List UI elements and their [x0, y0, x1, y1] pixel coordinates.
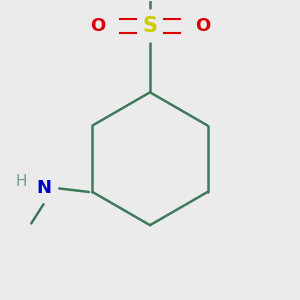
Text: O: O: [195, 17, 210, 35]
Text: S: S: [142, 16, 158, 36]
Text: N: N: [36, 179, 51, 197]
Text: H: H: [15, 174, 26, 189]
Text: O: O: [90, 17, 105, 35]
